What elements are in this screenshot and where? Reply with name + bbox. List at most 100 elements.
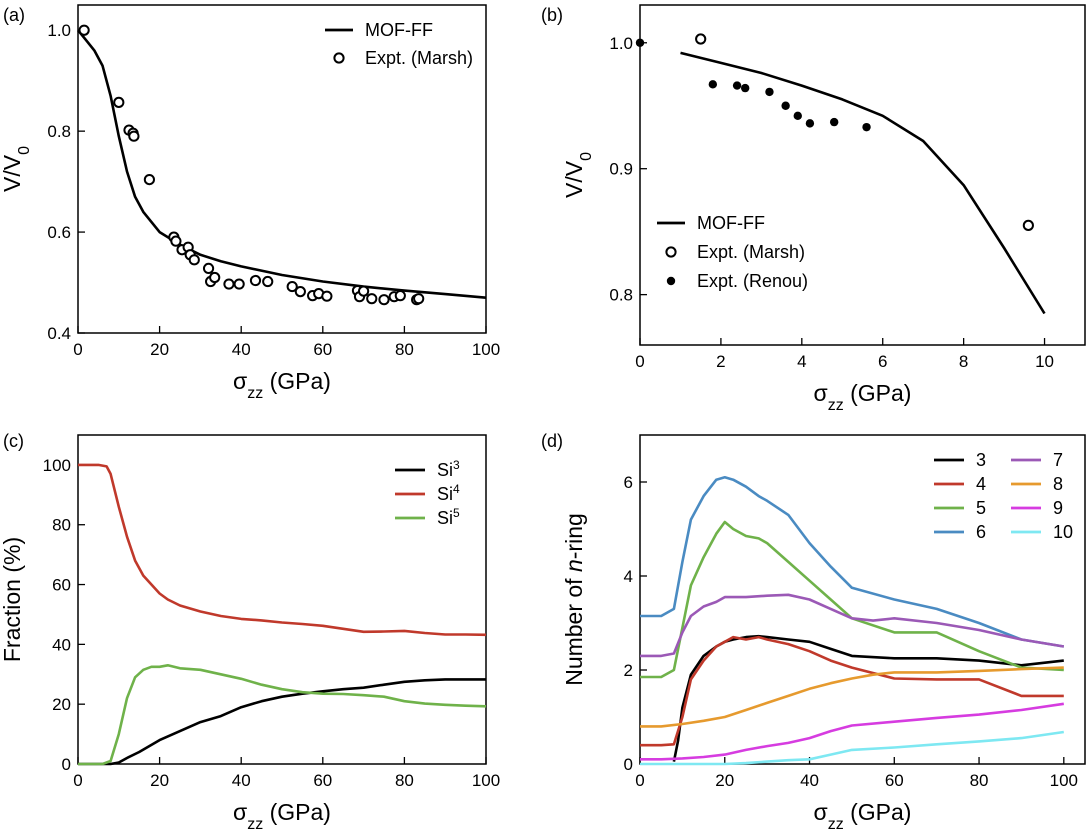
y-tick-label: 100 bbox=[43, 456, 71, 475]
x-tick-label: 0 bbox=[73, 340, 82, 359]
y-tick-label: 2 bbox=[624, 661, 633, 680]
y-tick-label: 1.0 bbox=[609, 34, 633, 53]
y-axis-label: V/V0 bbox=[0, 146, 33, 192]
data-point bbox=[262, 275, 274, 288]
y-tick-label: 80 bbox=[52, 516, 71, 535]
plot-frame bbox=[77, 4, 487, 334]
y-tick-label: 0 bbox=[62, 755, 71, 774]
legend-label: 6 bbox=[976, 522, 986, 542]
panel-b: 0 2 4 6 8 10 0.8 0.9 1.0 σzz (GPa) V/V0 (b) MOF-FF Ex… bbox=[541, 4, 1086, 414]
x-tick-label: 80 bbox=[395, 771, 414, 790]
data-point bbox=[394, 290, 406, 302]
plot-frame bbox=[77, 434, 487, 765]
x-tick-label: 4 bbox=[797, 352, 806, 371]
data-point bbox=[128, 130, 140, 142]
legend-label: 10 bbox=[1053, 522, 1073, 542]
data-point bbox=[829, 117, 839, 127]
legend-label: 3 bbox=[976, 450, 986, 470]
legend-label: Expt. (Marsh) bbox=[365, 48, 473, 68]
x-axis-label: σzz (GPa) bbox=[814, 380, 912, 414]
data-point bbox=[286, 280, 298, 293]
legend-label: MOF-FF bbox=[365, 20, 433, 40]
data-point bbox=[635, 38, 645, 47]
x-tick-label: 2 bbox=[716, 352, 725, 371]
data-point bbox=[233, 278, 245, 290]
x-tick-label: 60 bbox=[313, 340, 332, 359]
legend-label: Expt. (Renou) bbox=[697, 271, 808, 291]
y-axis-label: Fraction (%) bbox=[0, 537, 25, 662]
panel-label: (c) bbox=[3, 431, 24, 451]
data-point bbox=[113, 96, 125, 108]
x-tick-label: 60 bbox=[885, 771, 904, 790]
legend-label: Si5 bbox=[437, 506, 460, 528]
legend-label: Si4 bbox=[437, 482, 460, 504]
y-tick-label: 6 bbox=[624, 473, 633, 492]
legend-label: Si3 bbox=[437, 458, 460, 480]
x-tick-label: 0 bbox=[635, 352, 644, 371]
data-point bbox=[862, 122, 871, 132]
series-line bbox=[640, 730, 1064, 766]
x-tick-label: 10 bbox=[1035, 352, 1054, 371]
y-tick-label: 0 bbox=[624, 755, 633, 774]
x-tick-label: 40 bbox=[232, 340, 251, 359]
series-line bbox=[672, 634, 1064, 762]
y-axis-label: Number of n-ring bbox=[561, 513, 587, 686]
legend: MOF-FF Expt. (Marsh) bbox=[325, 20, 473, 68]
series-line bbox=[640, 475, 1065, 648]
legend-swatch bbox=[665, 246, 677, 258]
data-point bbox=[805, 119, 815, 128]
series-line bbox=[680, 51, 1046, 315]
data-point bbox=[143, 173, 155, 186]
data-point bbox=[1022, 219, 1034, 231]
series-line bbox=[640, 702, 1064, 761]
panel-label: (d) bbox=[541, 431, 563, 451]
x-tick-label: 60 bbox=[313, 771, 332, 790]
legend-label: MOF-FF bbox=[697, 213, 765, 233]
data-point bbox=[188, 254, 200, 266]
legend-label: Expt. (Marsh) bbox=[697, 242, 805, 262]
data-point bbox=[170, 235, 182, 247]
data-point bbox=[78, 24, 90, 36]
x-axis-label: σzz (GPa) bbox=[233, 368, 331, 402]
y-tick-label: 0.9 bbox=[609, 160, 633, 179]
data-point bbox=[223, 278, 235, 290]
legend-label: 7 bbox=[1053, 450, 1063, 470]
y-tick-label: 0.6 bbox=[47, 223, 71, 242]
legend-label: 5 bbox=[976, 498, 986, 518]
series-line bbox=[640, 593, 1065, 658]
data-point bbox=[378, 294, 390, 306]
panel-a: 0 20 40 60 80 100 0.4 0.6 0.8 1.0 σzz (GPa) V/V0 (a)… bbox=[0, 4, 500, 402]
x-tick-label: 6 bbox=[878, 352, 887, 371]
x-tick-label: 100 bbox=[1050, 771, 1078, 790]
series-line bbox=[640, 666, 1064, 728]
x-tick-label: 80 bbox=[970, 771, 989, 790]
plot-frame bbox=[639, 4, 1086, 346]
x-tick-label: 20 bbox=[150, 771, 169, 790]
y-tick-label: 60 bbox=[52, 576, 71, 595]
data-point bbox=[294, 286, 306, 298]
data-point bbox=[732, 81, 742, 90]
x-axis-label: σzz (GPa) bbox=[814, 799, 912, 833]
x-tick-label: 100 bbox=[472, 340, 500, 359]
data-point bbox=[202, 262, 215, 275]
x-tick-label: 20 bbox=[715, 771, 734, 790]
data-point bbox=[793, 111, 802, 121]
x-axis-label: σzz (GPa) bbox=[233, 799, 331, 833]
y-tick-label: 4 bbox=[624, 567, 633, 586]
legend: 3 4 5 6 7 8 9 10 bbox=[934, 450, 1073, 542]
x-tick-label: 0 bbox=[635, 771, 644, 790]
data-point bbox=[358, 285, 370, 297]
x-tick-label: 8 bbox=[959, 352, 968, 371]
y-tick-label: 20 bbox=[52, 695, 71, 714]
data-point bbox=[321, 290, 333, 302]
legend-swatch bbox=[333, 52, 345, 64]
y-tick-label: 40 bbox=[52, 635, 71, 654]
x-tick-label: 40 bbox=[232, 771, 251, 790]
x-tick-label: 40 bbox=[800, 771, 819, 790]
x-tick-label: 20 bbox=[150, 340, 169, 359]
data-point bbox=[695, 33, 707, 45]
panel-label: (b) bbox=[541, 5, 563, 25]
data-point bbox=[765, 87, 774, 97]
y-tick-label: 0.8 bbox=[47, 122, 71, 141]
